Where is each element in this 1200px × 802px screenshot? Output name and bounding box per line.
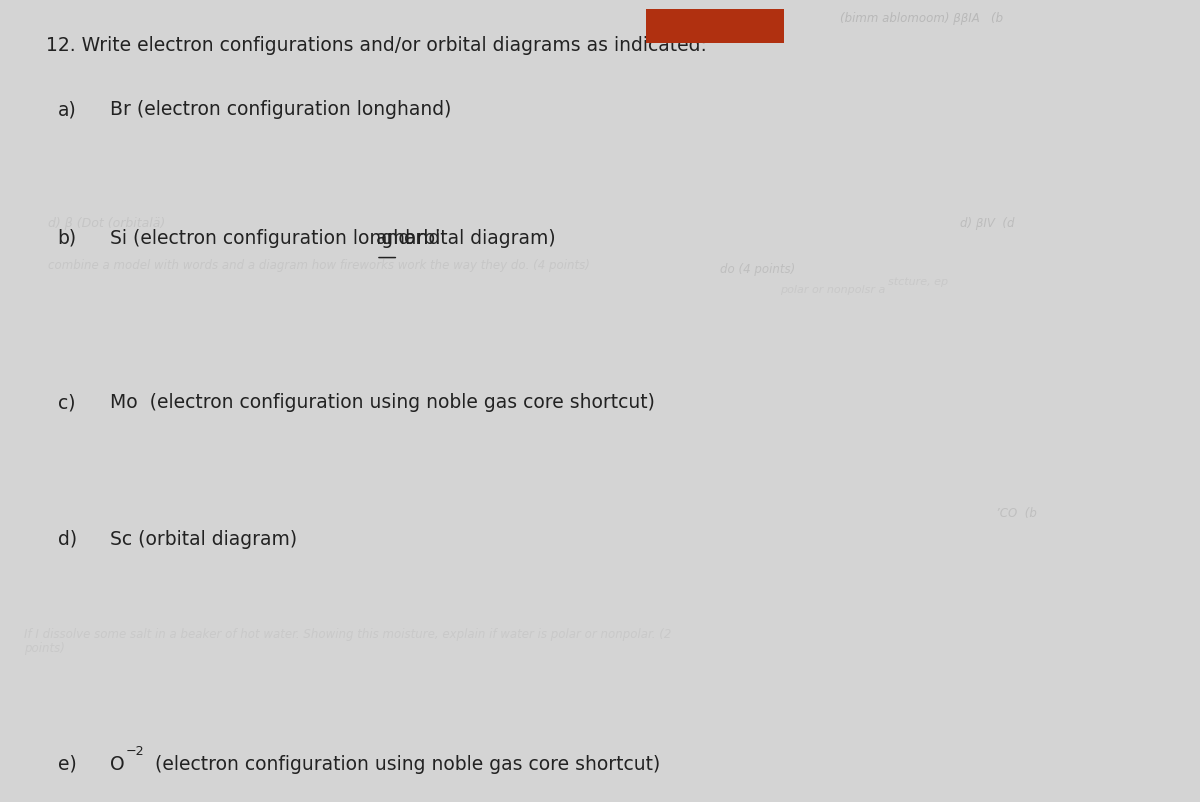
Text: Sc (orbital diagram): Sc (orbital diagram) bbox=[110, 529, 298, 549]
Text: ’CO  (b: ’CO (b bbox=[996, 507, 1037, 520]
Text: stcture, ep: stcture, ep bbox=[888, 277, 948, 286]
Text: polar or nonpolsr a: polar or nonpolsr a bbox=[780, 285, 886, 294]
Text: do (4 points): do (4 points) bbox=[720, 263, 796, 276]
Text: Br (electron configuration longhand): Br (electron configuration longhand) bbox=[110, 100, 451, 119]
Text: c): c) bbox=[58, 393, 76, 412]
Text: Mo  (electron configuration using noble gas core shortcut): Mo (electron configuration using noble g… bbox=[110, 393, 655, 412]
Text: d) βIV  (d: d) βIV (d bbox=[960, 217, 1014, 229]
Text: d): d) bbox=[58, 529, 77, 549]
Text: d) β (Dot (orbitalä): d) β (Dot (orbitalä) bbox=[48, 217, 166, 229]
Text: points): points) bbox=[24, 642, 65, 654]
FancyBboxPatch shape bbox=[646, 10, 784, 44]
Text: (bimm ablomoom) ββIA   (b: (bimm ablomoom) ββIA (b bbox=[840, 12, 1003, 25]
Text: If I dissolve some salt in a beaker of hot water. Showing this moisture, explain: If I dissolve some salt in a beaker of h… bbox=[24, 627, 671, 640]
Text: O: O bbox=[110, 754, 125, 773]
Text: orbital diagram): orbital diagram) bbox=[398, 229, 556, 248]
Text: and: and bbox=[376, 229, 412, 248]
Text: 12. Write electron configurations and/or orbital diagrams as indicated:: 12. Write electron configurations and/or… bbox=[46, 36, 707, 55]
Text: −2: −2 bbox=[126, 744, 145, 757]
Text: Si (electron configuration longhand: Si (electron configuration longhand bbox=[110, 229, 446, 248]
Text: a): a) bbox=[58, 100, 77, 119]
Text: e): e) bbox=[58, 754, 77, 773]
Text: combine a model with words and a diagram how fireworks work the way they do. (4 : combine a model with words and a diagram… bbox=[48, 258, 590, 271]
Text: (electron configuration using noble gas core shortcut): (electron configuration using noble gas … bbox=[149, 754, 660, 773]
Text: b): b) bbox=[58, 229, 77, 248]
